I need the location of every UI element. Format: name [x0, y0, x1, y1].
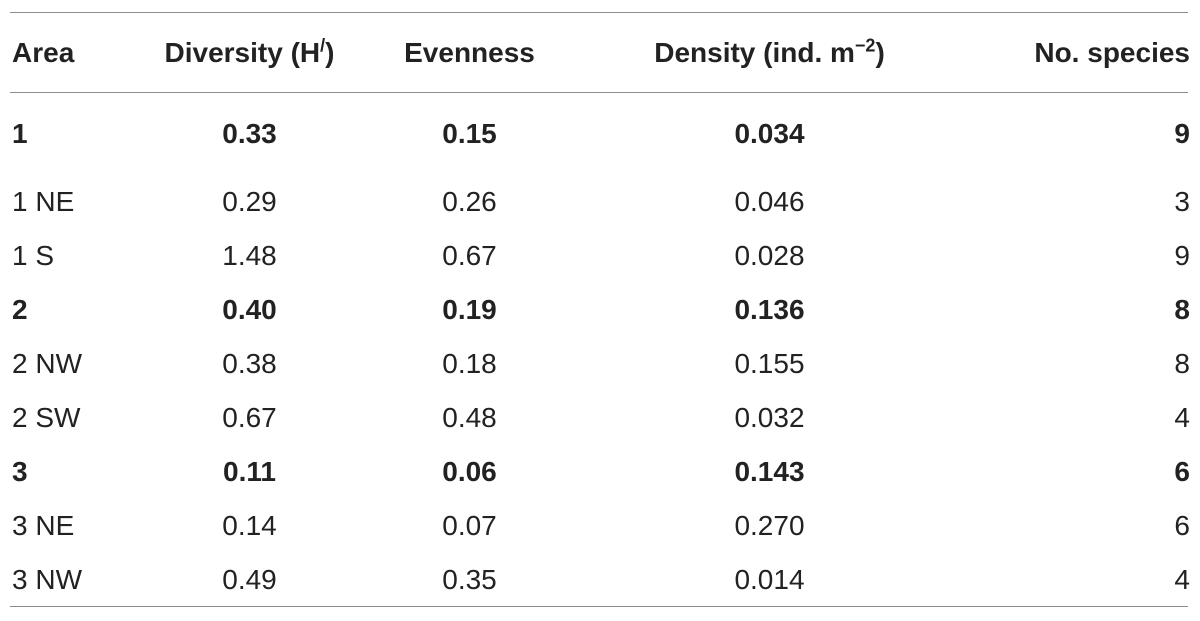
cell-diversity: 0.40 [222, 294, 277, 325]
table-row-area-total: 1 0.33 0.15 0.034 9 [10, 92, 1190, 175]
cell-species: 8 [1174, 348, 1190, 379]
cell-evenness: 0.19 [442, 294, 497, 325]
cell-species: 6 [1174, 510, 1190, 541]
cell-evenness: 0.35 [442, 564, 497, 595]
cell-density: 0.270 [734, 510, 805, 541]
cell-diversity: 0.33 [222, 117, 277, 149]
header-diversity: Diversity (H/) [152, 13, 347, 92]
cell-species: 4 [1174, 402, 1190, 433]
cell-diversity: 0.11 [223, 456, 276, 487]
table-row-area-total: 2 0.40 0.19 0.136 8 [10, 283, 1190, 337]
cell-density: 0.014 [734, 564, 805, 595]
cell-density: 0.034 [734, 117, 805, 149]
cell-density: 0.032 [734, 402, 805, 433]
cell-species: 4 [1174, 564, 1190, 595]
cell-evenness: 0.06 [442, 456, 497, 487]
cell-area: 1 NE [12, 186, 75, 217]
table-row: 2 SW 0.67 0.48 0.032 4 [10, 391, 1190, 445]
cell-density: 0.136 [734, 294, 805, 325]
cell-diversity: 0.14 [222, 510, 277, 541]
table-row: 3 NE 0.14 0.07 0.270 6 [10, 499, 1190, 553]
header-diversity-text: Diversity (H [164, 36, 321, 68]
table-row-area-total: 3 0.11 0.06 0.143 6 [10, 445, 1190, 499]
cell-diversity: 0.67 [222, 402, 277, 433]
header-density: Density (ind. m−2) [592, 13, 947, 92]
cell-density: 0.046 [734, 186, 805, 217]
header-species: No. species [1034, 36, 1190, 68]
table-body: 1 0.33 0.15 0.034 9 1 NE 0.29 0.26 0.046 3 1 S 1.48… [10, 92, 1190, 607]
cell-species: 9 [1174, 240, 1190, 271]
cell-area: 2 SW [12, 402, 81, 433]
cell-evenness: 0.48 [442, 402, 497, 433]
cell-species: 3 [1174, 186, 1190, 217]
cell-evenness: 0.15 [442, 117, 497, 149]
cell-species: 8 [1174, 294, 1190, 325]
cell-diversity: 0.29 [222, 186, 277, 217]
cell-area: 3 [12, 456, 28, 487]
header-density-exponent: −2 [854, 35, 876, 56]
cell-diversity: 1.48 [222, 240, 277, 271]
header-density-close: ) [875, 36, 885, 68]
cell-diversity: 0.49 [222, 564, 277, 595]
header-area: Area [12, 36, 75, 68]
cell-species: 6 [1174, 456, 1190, 487]
cell-area: 3 NE [12, 510, 75, 541]
cell-evenness: 0.67 [442, 240, 497, 271]
cell-area: 1 [12, 117, 28, 149]
cell-density: 0.155 [734, 348, 805, 379]
cell-area: 2 NW [12, 348, 82, 379]
table-header-row: Area Diversity (H/) Evenness Density (in… [10, 13, 1190, 92]
table-row: 3 NW 0.49 0.35 0.014 4 [10, 553, 1190, 607]
cell-species: 9 [1174, 117, 1190, 149]
table-top-rule [10, 12, 1188, 13]
diversity-table: Area Diversity (H/) Evenness Density (in… [10, 13, 1190, 607]
cell-diversity: 0.38 [222, 348, 277, 379]
cell-density: 0.028 [734, 240, 805, 271]
table-row: 1 NE 0.29 0.26 0.046 3 [10, 175, 1190, 229]
table-row: 2 NW 0.38 0.18 0.155 8 [10, 337, 1190, 391]
cell-area: 3 NW [12, 564, 82, 595]
table-row: 1 S 1.48 0.67 0.028 9 [10, 229, 1190, 283]
table-bottom-rule [10, 606, 1188, 607]
cell-evenness: 0.26 [442, 186, 497, 217]
cell-area: 1 S [12, 240, 55, 271]
header-evenness: Evenness [404, 36, 535, 68]
cell-area: 2 [12, 294, 28, 325]
header-diversity-close: ) [325, 36, 335, 68]
header-diversity-prime: / [320, 35, 326, 56]
cell-density: 0.143 [734, 456, 805, 487]
cell-evenness: 0.18 [442, 348, 497, 379]
header-density-text: Density (ind. m [654, 36, 855, 68]
table-header-rule [10, 92, 1188, 93]
cell-evenness: 0.07 [442, 510, 497, 541]
